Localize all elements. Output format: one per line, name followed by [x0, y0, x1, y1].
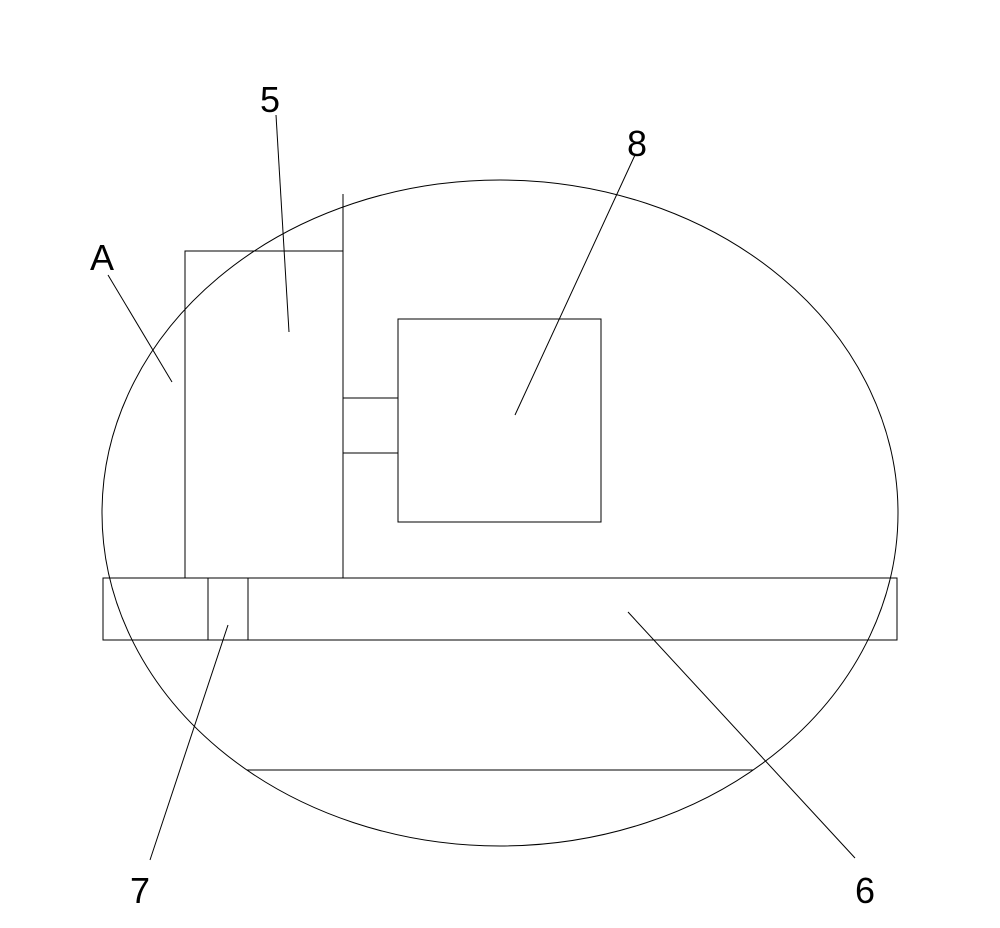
connector-rect — [343, 398, 398, 453]
leader-5 — [276, 115, 289, 332]
diagram-svg — [0, 0, 1000, 928]
part-7-rect — [208, 578, 248, 640]
technical-diagram: A 5 8 7 6 — [0, 0, 1000, 928]
label-7: 7 — [130, 870, 150, 912]
leader-8 — [515, 155, 635, 415]
leader-A — [108, 275, 172, 382]
ellipse-boundary — [102, 180, 898, 846]
label-A: A — [90, 237, 114, 279]
label-5: 5 — [260, 79, 280, 121]
part-5-rect — [185, 251, 343, 578]
leader-6 — [628, 612, 855, 858]
label-8: 8 — [627, 123, 647, 165]
leader-7 — [150, 625, 228, 860]
horizontal-band — [103, 578, 897, 640]
part-8-rect — [398, 319, 601, 522]
label-6: 6 — [855, 870, 875, 912]
